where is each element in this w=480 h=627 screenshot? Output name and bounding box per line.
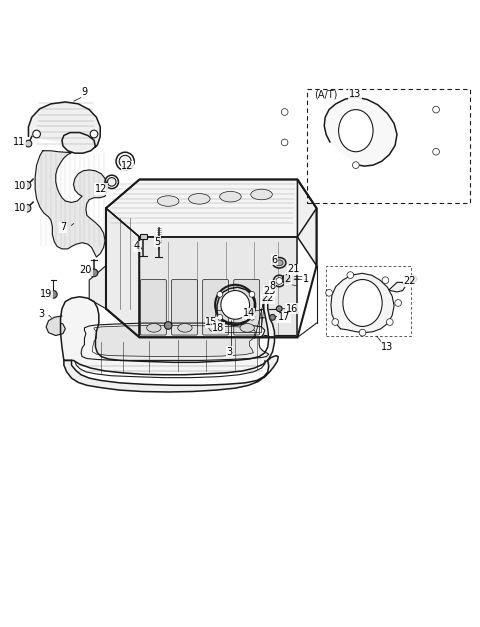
Circle shape <box>382 277 389 283</box>
Text: 23: 23 <box>264 285 276 295</box>
Bar <box>326 266 411 337</box>
Text: 11: 11 <box>13 137 25 147</box>
Text: 4: 4 <box>134 241 140 251</box>
Text: 19: 19 <box>40 289 52 299</box>
Ellipse shape <box>251 189 272 200</box>
Ellipse shape <box>240 324 254 332</box>
Polygon shape <box>140 237 298 337</box>
Text: 20: 20 <box>80 265 92 275</box>
Text: 8: 8 <box>269 281 276 291</box>
Text: 2: 2 <box>285 274 291 284</box>
Circle shape <box>332 319 338 325</box>
Polygon shape <box>28 102 100 153</box>
Text: 21: 21 <box>288 265 300 275</box>
Circle shape <box>221 290 250 319</box>
Ellipse shape <box>119 155 131 167</box>
Ellipse shape <box>343 280 382 327</box>
Polygon shape <box>106 179 317 237</box>
FancyBboxPatch shape <box>203 280 228 335</box>
Circle shape <box>347 271 354 278</box>
Circle shape <box>326 290 333 296</box>
Circle shape <box>249 315 255 320</box>
Text: 3: 3 <box>227 347 232 357</box>
Text: 18: 18 <box>212 323 225 333</box>
Bar <box>140 234 147 239</box>
Circle shape <box>386 319 393 325</box>
Circle shape <box>410 276 417 282</box>
Polygon shape <box>217 287 254 323</box>
Ellipse shape <box>220 191 241 202</box>
Circle shape <box>33 130 40 138</box>
Polygon shape <box>389 282 405 292</box>
Ellipse shape <box>157 196 179 206</box>
Text: 16: 16 <box>286 303 298 314</box>
Circle shape <box>217 315 223 320</box>
Circle shape <box>23 204 31 212</box>
Ellipse shape <box>209 324 223 332</box>
Text: 12: 12 <box>95 184 108 194</box>
Circle shape <box>90 130 98 138</box>
Circle shape <box>432 149 439 155</box>
Text: 13: 13 <box>349 89 361 99</box>
Ellipse shape <box>178 324 192 332</box>
Text: 5: 5 <box>155 237 161 246</box>
Circle shape <box>217 292 223 297</box>
Text: 22: 22 <box>404 276 416 286</box>
Text: 9: 9 <box>82 87 87 97</box>
Text: 10: 10 <box>14 203 26 213</box>
Circle shape <box>23 181 31 189</box>
Ellipse shape <box>108 177 116 186</box>
Polygon shape <box>81 323 269 361</box>
Bar <box>307 88 470 203</box>
Polygon shape <box>46 316 65 335</box>
Text: (A/T): (A/T) <box>314 89 337 99</box>
Text: 7: 7 <box>60 223 66 233</box>
Polygon shape <box>106 208 140 337</box>
FancyBboxPatch shape <box>234 280 260 335</box>
Text: 17: 17 <box>278 312 290 322</box>
Text: 1: 1 <box>303 274 309 284</box>
Polygon shape <box>93 325 255 357</box>
Circle shape <box>281 108 288 115</box>
Polygon shape <box>331 273 394 333</box>
Circle shape <box>352 162 359 169</box>
Text: 6: 6 <box>271 255 277 265</box>
Circle shape <box>164 322 172 329</box>
Text: 12: 12 <box>121 161 134 171</box>
FancyBboxPatch shape <box>171 280 197 335</box>
Ellipse shape <box>276 260 283 266</box>
Ellipse shape <box>147 324 161 332</box>
Ellipse shape <box>338 110 373 152</box>
Ellipse shape <box>189 194 210 204</box>
Circle shape <box>49 290 57 298</box>
Text: 13: 13 <box>381 342 394 352</box>
Polygon shape <box>324 97 397 166</box>
Text: 3: 3 <box>38 310 45 320</box>
Polygon shape <box>64 356 278 392</box>
Circle shape <box>276 306 282 312</box>
FancyBboxPatch shape <box>141 280 166 335</box>
Circle shape <box>249 292 255 297</box>
Circle shape <box>25 140 32 147</box>
Circle shape <box>352 92 359 98</box>
Circle shape <box>359 329 366 336</box>
Polygon shape <box>89 266 106 308</box>
Text: 15: 15 <box>205 317 217 327</box>
Circle shape <box>90 269 98 277</box>
Text: 14: 14 <box>242 308 255 319</box>
Text: 22: 22 <box>262 293 274 303</box>
Circle shape <box>432 106 439 113</box>
Text: 10: 10 <box>14 181 26 191</box>
Circle shape <box>281 139 288 146</box>
Circle shape <box>282 275 291 283</box>
Ellipse shape <box>273 258 286 268</box>
Polygon shape <box>35 150 107 257</box>
Polygon shape <box>298 179 317 266</box>
Circle shape <box>276 278 283 284</box>
Bar <box>215 310 261 332</box>
Polygon shape <box>60 290 275 375</box>
Circle shape <box>270 315 276 320</box>
Circle shape <box>395 300 401 307</box>
